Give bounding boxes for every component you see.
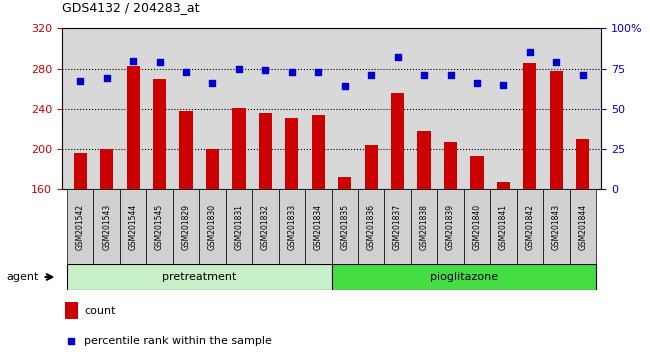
Bar bbox=[444, 142, 457, 189]
Bar bbox=[417, 131, 431, 189]
FancyBboxPatch shape bbox=[411, 189, 437, 264]
Bar bbox=[365, 145, 378, 189]
Point bbox=[366, 72, 376, 78]
Point bbox=[234, 66, 244, 72]
Text: GSM201834: GSM201834 bbox=[314, 204, 323, 250]
Bar bbox=[73, 153, 87, 189]
Text: GSM201844: GSM201844 bbox=[578, 204, 587, 250]
Bar bbox=[311, 115, 325, 189]
FancyBboxPatch shape bbox=[67, 264, 332, 290]
FancyBboxPatch shape bbox=[252, 189, 279, 264]
Point bbox=[419, 72, 429, 78]
Point bbox=[551, 59, 562, 65]
FancyBboxPatch shape bbox=[67, 189, 94, 264]
FancyBboxPatch shape bbox=[490, 189, 517, 264]
Text: GSM201838: GSM201838 bbox=[419, 204, 428, 250]
Text: GSM201837: GSM201837 bbox=[393, 204, 402, 250]
Bar bbox=[338, 177, 352, 189]
Text: pioglitazone: pioglitazone bbox=[430, 272, 498, 282]
Text: GSM201839: GSM201839 bbox=[446, 204, 455, 250]
Bar bbox=[206, 149, 219, 189]
Bar bbox=[127, 65, 140, 189]
Point bbox=[66, 338, 77, 344]
Point bbox=[260, 67, 270, 73]
FancyBboxPatch shape bbox=[305, 189, 332, 264]
Text: count: count bbox=[84, 306, 116, 316]
Point bbox=[445, 72, 456, 78]
Bar bbox=[232, 108, 246, 189]
Point bbox=[181, 69, 191, 75]
Text: GSM201843: GSM201843 bbox=[552, 204, 561, 250]
Point bbox=[393, 55, 403, 60]
FancyBboxPatch shape bbox=[437, 189, 463, 264]
Bar bbox=[576, 139, 590, 189]
Text: GDS4132 / 204283_at: GDS4132 / 204283_at bbox=[62, 1, 200, 14]
Bar bbox=[471, 156, 484, 189]
FancyBboxPatch shape bbox=[358, 189, 384, 264]
Point bbox=[155, 59, 165, 65]
FancyBboxPatch shape bbox=[226, 189, 252, 264]
Text: GSM201545: GSM201545 bbox=[155, 204, 164, 250]
Point bbox=[525, 50, 535, 55]
FancyBboxPatch shape bbox=[332, 264, 596, 290]
Point bbox=[313, 69, 324, 75]
Text: GSM201836: GSM201836 bbox=[367, 204, 376, 250]
Bar bbox=[285, 118, 298, 189]
Text: GSM201831: GSM201831 bbox=[235, 204, 244, 250]
FancyBboxPatch shape bbox=[94, 189, 120, 264]
FancyBboxPatch shape bbox=[173, 189, 200, 264]
Text: GSM201830: GSM201830 bbox=[208, 204, 217, 250]
Text: GSM201543: GSM201543 bbox=[102, 204, 111, 250]
Text: pretreatment: pretreatment bbox=[162, 272, 237, 282]
Text: percentile rank within the sample: percentile rank within the sample bbox=[84, 336, 272, 346]
Bar bbox=[179, 111, 192, 189]
Text: GSM201841: GSM201841 bbox=[499, 204, 508, 250]
Text: agent: agent bbox=[6, 272, 39, 282]
FancyBboxPatch shape bbox=[517, 189, 543, 264]
Bar bbox=[100, 149, 113, 189]
Point bbox=[101, 75, 112, 81]
Point bbox=[339, 84, 350, 89]
Text: GSM201833: GSM201833 bbox=[287, 204, 296, 250]
Bar bbox=[550, 70, 563, 189]
Bar bbox=[259, 113, 272, 189]
FancyBboxPatch shape bbox=[120, 189, 146, 264]
Text: GSM201832: GSM201832 bbox=[261, 204, 270, 250]
Point bbox=[472, 80, 482, 86]
Point bbox=[128, 58, 138, 63]
FancyBboxPatch shape bbox=[146, 189, 173, 264]
FancyBboxPatch shape bbox=[200, 189, 226, 264]
Point bbox=[207, 80, 218, 86]
FancyBboxPatch shape bbox=[543, 189, 569, 264]
Text: GSM201544: GSM201544 bbox=[129, 204, 138, 250]
Point bbox=[498, 82, 508, 87]
Point bbox=[287, 69, 297, 75]
Point bbox=[578, 72, 588, 78]
FancyBboxPatch shape bbox=[332, 189, 358, 264]
FancyBboxPatch shape bbox=[569, 189, 596, 264]
Point bbox=[75, 79, 85, 84]
Bar bbox=[391, 93, 404, 189]
Text: GSM201542: GSM201542 bbox=[76, 204, 85, 250]
Text: GSM201842: GSM201842 bbox=[525, 204, 534, 250]
Bar bbox=[65, 302, 78, 319]
Text: GSM201840: GSM201840 bbox=[473, 204, 482, 250]
Text: GSM201835: GSM201835 bbox=[340, 204, 349, 250]
FancyBboxPatch shape bbox=[463, 189, 490, 264]
FancyBboxPatch shape bbox=[384, 189, 411, 264]
Bar bbox=[153, 79, 166, 189]
Text: GSM201829: GSM201829 bbox=[181, 204, 190, 250]
Bar bbox=[497, 182, 510, 189]
FancyBboxPatch shape bbox=[279, 189, 305, 264]
Bar bbox=[523, 63, 536, 189]
